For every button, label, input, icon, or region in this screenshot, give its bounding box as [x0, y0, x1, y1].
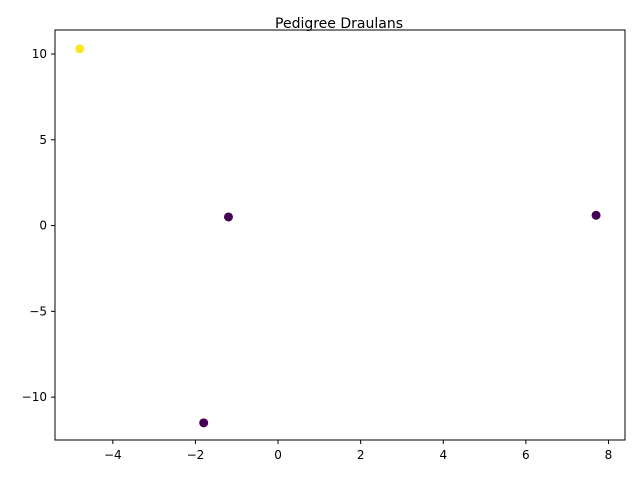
scatter-points — [75, 44, 601, 428]
x-tick-label: −4 — [104, 448, 122, 462]
scatter-point — [75, 44, 85, 54]
x-tick-label: 8 — [605, 448, 613, 462]
x-tick-label: 6 — [522, 448, 530, 462]
y-tick-label: 10 — [32, 47, 47, 61]
x-tick-label: 0 — [274, 448, 282, 462]
plot-area-frame — [54, 29, 626, 441]
chart-title: Pedigree Draulans — [275, 16, 403, 32]
x-axis: −4 −2 0 2 4 6 8 — [104, 440, 612, 462]
y-tick-label: −5 — [29, 304, 47, 318]
scatter-point — [223, 212, 233, 222]
scatter-point — [591, 210, 601, 220]
x-tick-label: 2 — [357, 448, 365, 462]
y-tick-label: 0 — [39, 219, 47, 233]
y-axis: −10 −5 0 5 10 — [22, 47, 55, 404]
x-tick-label: 4 — [439, 448, 447, 462]
y-tick-label: −10 — [22, 390, 47, 404]
y-tick-label: 5 — [39, 133, 47, 147]
x-tick-label: −2 — [187, 448, 205, 462]
scatter-point — [199, 418, 209, 428]
